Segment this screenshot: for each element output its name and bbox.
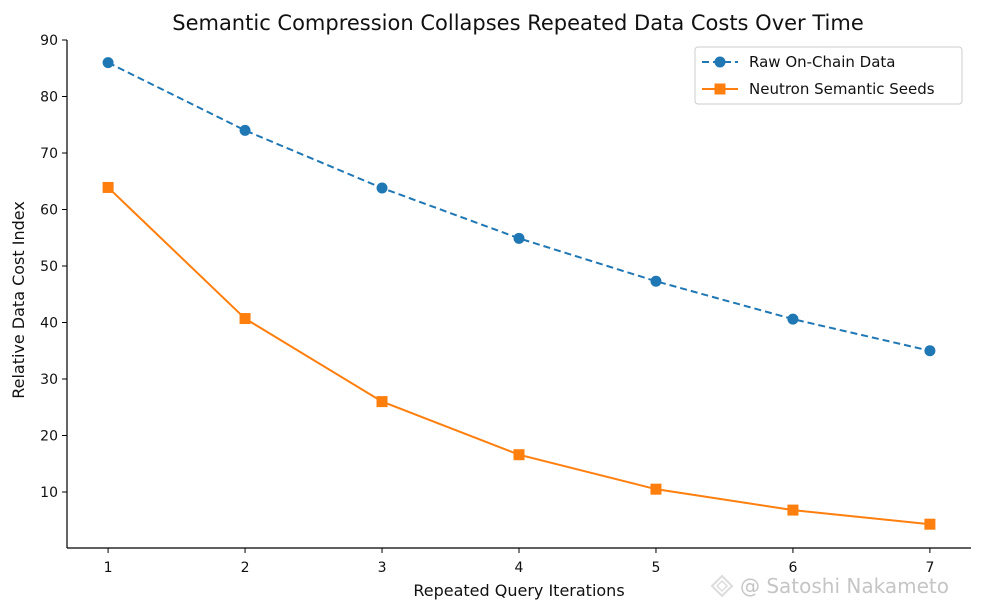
y-tick-label: 70 <box>40 146 58 162</box>
legend-marker-square-icon <box>714 83 726 95</box>
y-tick-label: 20 <box>40 429 58 445</box>
y-tick-label: 40 <box>40 316 58 332</box>
x-tick-label: 6 <box>788 560 797 576</box>
legend-label: Neutron Semantic Seeds <box>749 80 935 98</box>
y-tick-label: 10 <box>40 485 58 501</box>
data-point <box>650 275 662 287</box>
x-tick-label: 7 <box>925 560 934 576</box>
data-point <box>787 504 799 516</box>
x-tick-label: 3 <box>378 560 387 576</box>
legend-item: Raw On-Chain Data <box>702 53 895 71</box>
y-axis-label: Relative Data Cost Index <box>9 201 28 399</box>
data-point <box>513 232 525 244</box>
data-point <box>239 313 251 325</box>
x-tick-label: 1 <box>104 560 113 576</box>
data-point <box>924 518 936 530</box>
watermark-text: @ Satoshi Nakameto <box>740 574 949 598</box>
legend-item: Neutron Semantic Seeds <box>702 80 935 98</box>
data-point <box>102 181 114 193</box>
series-raw-on-chain-data <box>102 57 936 357</box>
legend-label: Raw On-Chain Data <box>749 53 895 71</box>
y-tick-label: 50 <box>40 259 58 275</box>
watermark-logo-icon <box>710 574 734 598</box>
legend-marker-circle-icon <box>714 56 726 68</box>
data-point <box>924 345 936 357</box>
data-point <box>102 57 114 69</box>
watermark: @ Satoshi Nakameto <box>710 574 949 598</box>
data-point <box>376 396 388 408</box>
y-tick-label: 80 <box>40 90 58 106</box>
series-neutron-semantic-seeds <box>102 181 936 530</box>
series-layer <box>102 57 936 530</box>
data-point <box>239 124 251 136</box>
data-point <box>787 313 799 325</box>
x-tick-label: 5 <box>652 560 661 576</box>
x-tick-label: 4 <box>515 560 524 576</box>
data-point <box>513 449 525 461</box>
legend-frame <box>694 46 963 105</box>
data-point <box>376 182 388 194</box>
axes: 10 20 30 40 50 60 70 80 90 1 2 3 4 5 6 7 <box>40 33 971 576</box>
data-point <box>650 483 662 495</box>
x-axis-label: Repeated Query Iterations <box>413 581 624 600</box>
legend: Raw On-Chain Data Neutron Semantic Seeds <box>694 46 963 105</box>
series-line <box>107 61 931 352</box>
y-tick-label: 30 <box>40 372 58 388</box>
y-tick-label: 90 <box>40 33 58 49</box>
x-tick-label: 2 <box>241 560 250 576</box>
y-tick-label: 60 <box>40 203 58 219</box>
chart-title: Semantic Compression Collapses Repeated … <box>172 11 864 35</box>
